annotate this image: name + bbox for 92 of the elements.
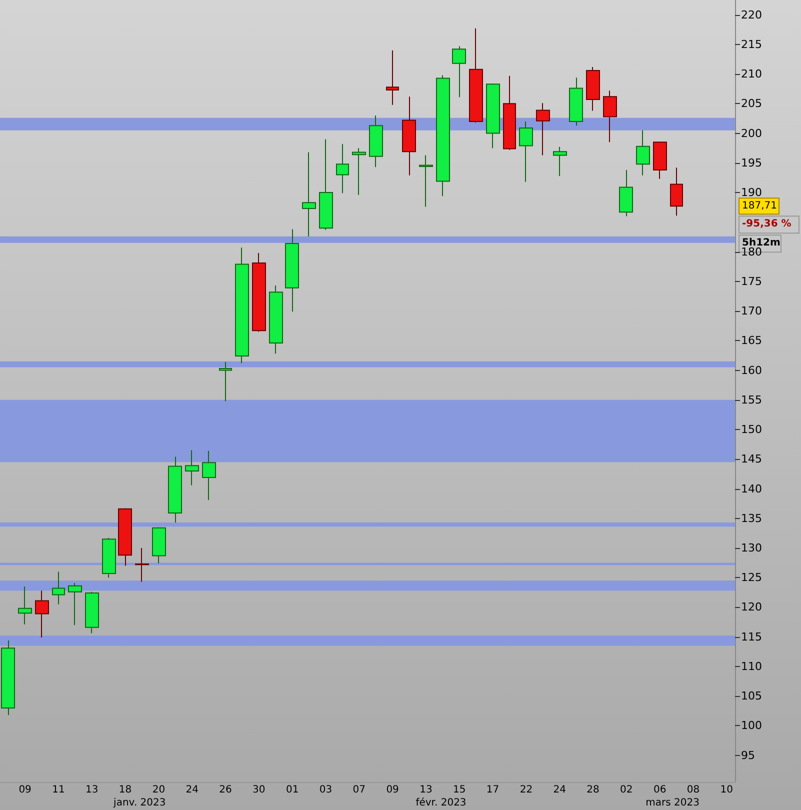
candlestick (185, 450, 199, 486)
y-tick-label: 130 (741, 541, 762, 554)
y-tick-label: 105 (741, 690, 762, 703)
candlestick (269, 285, 283, 354)
candlestick (252, 252, 266, 332)
candlestick (352, 148, 366, 196)
x-tick-label: 28 (586, 784, 600, 796)
candlestick (503, 75, 516, 150)
candlestick (302, 152, 316, 237)
text: févr. 2023 (416, 798, 466, 808)
x-tick-label: 13 (86, 784, 98, 796)
y-tick-label: 215 (741, 38, 762, 51)
candlestick (586, 66, 600, 112)
x-tick-label: 26 (219, 784, 232, 796)
x-tick-label: 09 (18, 784, 32, 796)
candlestick (486, 83, 500, 149)
x-tick-label: 02 (620, 784, 633, 796)
candlestick (619, 170, 633, 217)
x-tick-label: 08 (686, 784, 700, 796)
y-tick-label: 95 (741, 748, 755, 762)
candlestick (1, 640, 15, 716)
candlestick (152, 526, 166, 564)
candlestick (603, 90, 617, 143)
x-tick-label: 01 (286, 784, 299, 796)
candlestick (52, 571, 65, 605)
x-tick-label: 22 (520, 784, 533, 796)
x-tick-label: 06 (653, 784, 666, 796)
x-tick-label: 13 (420, 784, 432, 796)
y-tick-label: 145 (741, 452, 762, 466)
candlestick (285, 228, 299, 312)
x-tick-label: 24 (553, 784, 566, 796)
candlestick (536, 102, 550, 156)
candlestick (519, 120, 533, 182)
x-tick-label: 11 (52, 784, 65, 796)
candlestick (118, 508, 132, 566)
candlestick (436, 74, 450, 197)
x-tick-label: 24 (186, 784, 198, 796)
y-tick-label: 100 (741, 719, 762, 732)
y-tick-label: 160 (741, 364, 762, 377)
candlestick (35, 590, 49, 638)
y-tick-label: 175 (741, 274, 762, 288)
candlestick (202, 450, 216, 501)
candlestick (235, 247, 249, 364)
candlestick (569, 77, 583, 126)
y-tick-label: 120 (741, 600, 762, 614)
candlestick (469, 28, 483, 124)
candlestick (553, 146, 567, 176)
y-tick-label: 220 (741, 8, 762, 22)
x-tick-label: 09 (386, 784, 399, 796)
x-tick-label: 17 (486, 784, 500, 796)
y-tick-label: 190 (741, 186, 762, 200)
candlestick (68, 582, 82, 626)
y-tick-label: 150 (741, 423, 762, 436)
x-tick-label: 30 (252, 784, 266, 796)
candlestick (419, 154, 433, 208)
candlestick (319, 138, 333, 230)
candlestick (135, 547, 149, 582)
candlestick (653, 141, 667, 180)
candlestick (636, 130, 650, 176)
y-tick-label: 135 (741, 512, 762, 525)
y-tick-label: 205 (741, 97, 762, 110)
text: mars 2023 (646, 798, 700, 808)
candlestick (18, 586, 32, 625)
candlestick (102, 537, 116, 578)
y-tick-label: 155 (741, 393, 762, 406)
x-tick-label: 18 (118, 784, 132, 796)
candlestick (336, 143, 349, 194)
x-tick-label: 20 (152, 784, 166, 796)
candlestick (219, 361, 232, 402)
y-tick-label: 165 (741, 334, 762, 348)
x-tick-label: 15 (453, 784, 466, 796)
candlestick (85, 591, 99, 634)
x-tick-label: 10 (720, 784, 734, 796)
candlestick (168, 456, 182, 524)
y-tick-label: 115 (741, 630, 762, 644)
candlestick (402, 96, 416, 176)
y-tick-label: 210 (741, 68, 762, 81)
text: janv. 2023 (112, 798, 166, 808)
candlestick (369, 115, 383, 168)
y-tick-label: 195 (741, 156, 762, 170)
y-tick-label: 200 (741, 126, 762, 140)
x-tick-label: 07 (352, 784, 366, 796)
y-tick-label: 140 (741, 482, 762, 496)
y-tick-label: 125 (741, 571, 762, 584)
y-tick-label: 170 (741, 304, 762, 318)
candlestick (670, 167, 683, 216)
candlestick (386, 50, 399, 106)
x-tick-label: 03 (319, 784, 332, 796)
candlestick (452, 46, 466, 98)
text: 187,71 (742, 200, 777, 212)
text: -95,36 % (742, 218, 792, 230)
y-tick-label: 110 (741, 660, 762, 673)
